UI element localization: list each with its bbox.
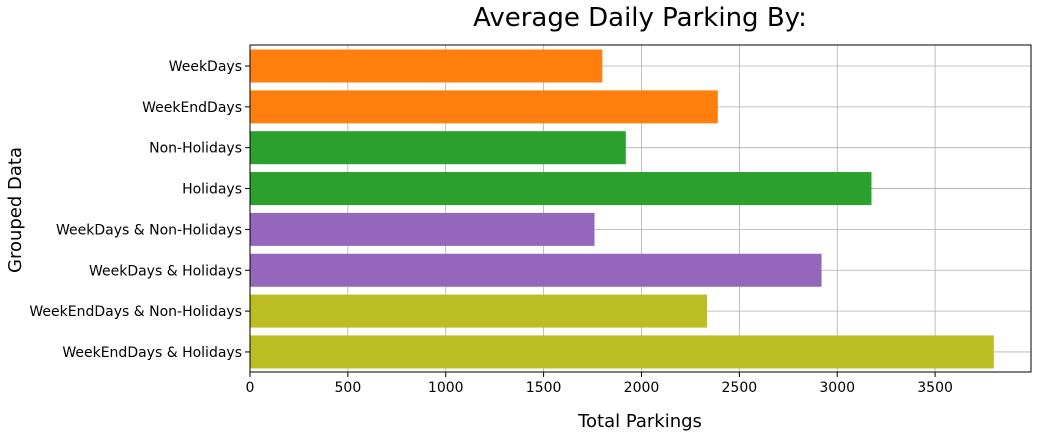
category-label: WeekEndDays & Non-Holidays: [29, 304, 242, 320]
x-tick-label: 1500: [526, 380, 562, 396]
bar-layer: [250, 49, 994, 369]
bar: [250, 49, 603, 83]
bar: [250, 131, 626, 165]
category-label: WeekEndDays & Holidays: [62, 345, 242, 361]
x-tick-label: 0: [246, 380, 255, 396]
x-tick-label: 3000: [819, 380, 855, 396]
x-tick-label: 500: [335, 380, 362, 396]
bar: [250, 172, 872, 206]
bar: [250, 253, 822, 287]
category-label: WeekDays: [169, 59, 242, 75]
x-axis-title: Total Parkings: [577, 411, 702, 432]
category-label: WeekDays & Holidays: [89, 263, 242, 279]
x-tick-layer: 0 500 1000 1500 2000 2500 3000 3500: [246, 372, 953, 396]
chart-title: Average Daily Parking By:: [473, 3, 807, 33]
category-label: Holidays: [182, 182, 242, 198]
x-tick-label: 3500: [917, 380, 953, 396]
y-tick-layer: WeekDays WeekEndDays Non-Holidays Holidays W…: [29, 59, 250, 361]
bar: [250, 90, 718, 124]
category-label: WeekEndDays: [142, 100, 242, 116]
bar: [250, 294, 708, 328]
x-tick-label: 2000: [624, 380, 660, 396]
x-tick-label: 1000: [428, 380, 464, 396]
category-label: WeekDays & Non-Holidays: [56, 222, 242, 238]
bar: [250, 335, 994, 369]
bar: [250, 212, 595, 246]
plot-frame: [249, 44, 1032, 373]
y-axis-title: Grouped Data: [5, 147, 26, 273]
category-label: Non-Holidays: [149, 141, 242, 157]
x-tick-label: 2500: [722, 380, 758, 396]
